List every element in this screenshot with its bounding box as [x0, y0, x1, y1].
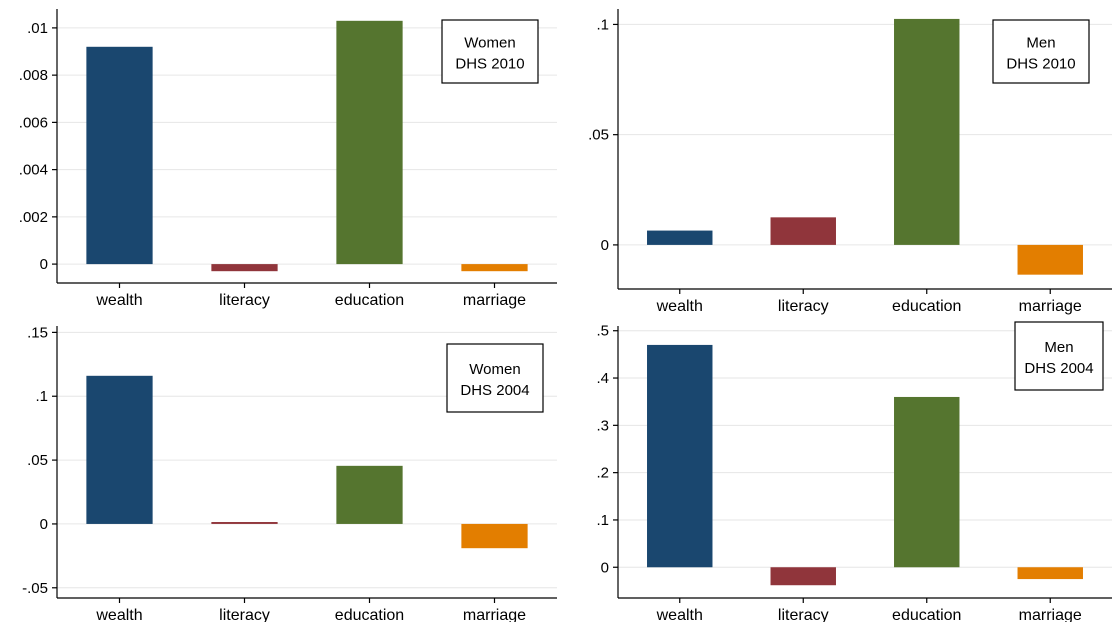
y-tick-label: -.05	[22, 580, 48, 597]
annotation-line: Men	[1044, 339, 1073, 356]
x-tick-label: marriage	[1019, 298, 1082, 315]
x-tick-label: marriage	[463, 292, 526, 309]
y-tick-label: 0	[40, 256, 48, 273]
x-tick-label: marriage	[463, 607, 526, 622]
bar-education	[336, 465, 403, 524]
x-tick-label: literacy	[219, 607, 270, 622]
x-tick-label: marriage	[1019, 607, 1082, 622]
x-tick-label: education	[335, 292, 404, 309]
bar-literacy	[770, 567, 836, 586]
bar-marriage	[1017, 567, 1083, 580]
chart-panel-1: wealth literacy education marriage 0 .002 .004…	[19, 9, 557, 309]
y-tick-label: .01	[27, 20, 48, 37]
x-tick-label: education	[892, 607, 961, 622]
y-tick-label: 0	[601, 559, 609, 576]
x-tick-label: education	[892, 298, 961, 315]
bar-literacy	[770, 217, 836, 245]
bar-marriage	[461, 264, 528, 272]
y-tick-label: .05	[588, 127, 609, 144]
bar-marriage	[461, 523, 528, 549]
annotation-line: DHS 2004	[1024, 360, 1093, 377]
annotation-line: Women	[464, 35, 515, 52]
annotation-line: DHS 2010	[455, 56, 524, 73]
bar-literacy	[211, 264, 278, 272]
x-tick-label: wealth	[95, 292, 142, 309]
y-tick-label: .002	[19, 209, 48, 226]
y-tick-label: .008	[19, 67, 48, 84]
y-tick-label: 0	[40, 516, 48, 533]
y-tick-label: .1	[596, 16, 609, 33]
bar-wealth	[86, 375, 153, 524]
annotation-line: Women	[469, 361, 520, 378]
chart-panel-2: wealth literacy education marriage 0 .05 .1 Men…	[588, 9, 1112, 315]
bar-education	[336, 20, 403, 265]
bar-education	[894, 396, 960, 568]
annotation-box	[1014, 321, 1104, 391]
y-tick-label: 0	[601, 237, 609, 254]
bar-wealth	[647, 344, 713, 568]
annotation-box	[441, 19, 539, 84]
y-tick-label: .4	[596, 370, 609, 387]
x-tick-label: literacy	[778, 607, 829, 622]
bar-literacy	[211, 522, 278, 524]
y-tick-label: .05	[27, 452, 48, 469]
annotation-box	[992, 19, 1090, 84]
y-tick-label: .3	[596, 417, 609, 434]
bar-marriage	[1017, 244, 1083, 275]
x-tick-label: wealth	[656, 607, 703, 622]
bar-wealth	[647, 230, 713, 245]
bar-education	[894, 18, 960, 245]
y-tick-label: .006	[19, 114, 48, 131]
annotation-line: DHS 2010	[1006, 56, 1075, 73]
bar-wealth	[86, 46, 153, 265]
annotation-line: DHS 2004	[460, 382, 529, 399]
y-tick-label: .2	[596, 465, 609, 482]
x-tick-label: literacy	[219, 292, 270, 309]
annotation-box	[446, 343, 544, 413]
y-tick-label: .15	[27, 324, 48, 341]
y-tick-label: .5	[596, 323, 609, 340]
chart-panel-3: wealth literacy education marriage -.05 0 .05.…	[22, 324, 557, 622]
y-tick-label: .1	[596, 512, 609, 529]
annotation-line: Men	[1026, 35, 1055, 52]
chart-panel-4: wealth literacy education marriage 0 .1 .2 .3 .4…	[596, 321, 1112, 622]
y-tick-label: .004	[19, 162, 48, 179]
y-tick-label: .1	[35, 388, 48, 405]
x-tick-label: literacy	[778, 298, 829, 315]
x-tick-label: wealth	[95, 607, 142, 622]
x-tick-label: wealth	[656, 298, 703, 315]
x-tick-label: education	[335, 607, 404, 622]
